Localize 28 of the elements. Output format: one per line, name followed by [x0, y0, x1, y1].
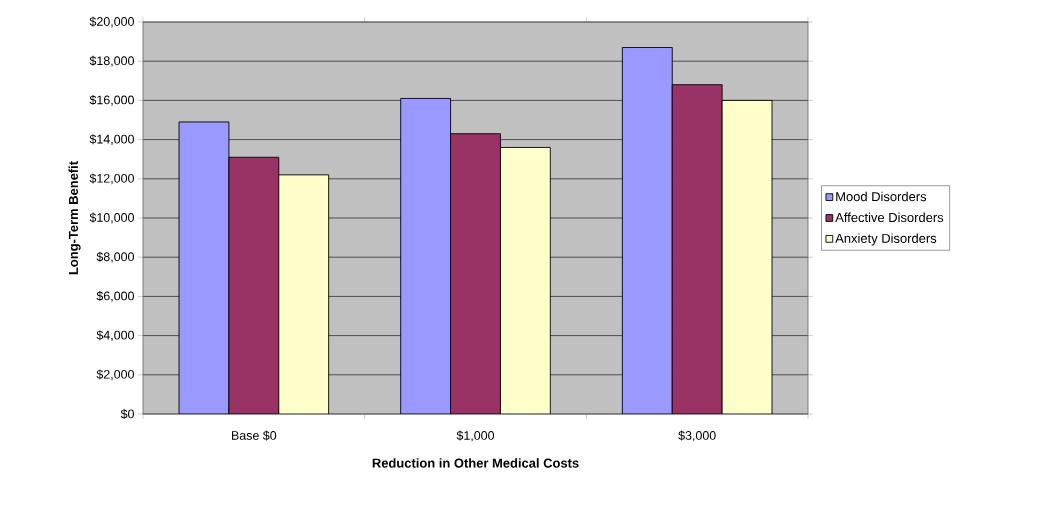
y-tick-label: $2,000 [96, 369, 134, 381]
x-tick-label: $1,000 [456, 430, 495, 442]
legend-label: Anxiety Disorders [835, 233, 937, 246]
y-tick-label: $20,000 [89, 16, 134, 28]
bar [450, 133, 501, 414]
bar [228, 156, 280, 414]
legend-label: Affective Disorders [835, 212, 944, 223]
bar [178, 121, 230, 414]
y-tick-label: $12,000 [89, 173, 134, 185]
legend-label: Mood Disorders [836, 191, 927, 202]
y-tick-label: $18,000 [89, 55, 134, 67]
x-tick-label: Base $0 [232, 430, 277, 441]
x-axis-title: Reduction in Other Medical Costs [372, 458, 579, 468]
bar [621, 47, 673, 414]
bar [400, 97, 452, 414]
y-tick-label: $0 [120, 408, 134, 420]
y-tick-label: $14,000 [89, 134, 134, 145]
y-tick-label: $6,000 [96, 290, 134, 302]
bar [499, 146, 551, 414]
bar [721, 99, 773, 414]
y-axis-title: Long-Term Benefit [68, 161, 81, 275]
y-tick-label: $16,000 [89, 94, 134, 106]
bar [671, 84, 723, 414]
y-tick-label: $10,000 [89, 212, 134, 224]
bar [278, 174, 330, 414]
y-tick-label: $8,000 [96, 251, 134, 263]
x-tick-label: $3,000 [678, 430, 716, 442]
y-tick-label: $4,000 [96, 330, 134, 342]
